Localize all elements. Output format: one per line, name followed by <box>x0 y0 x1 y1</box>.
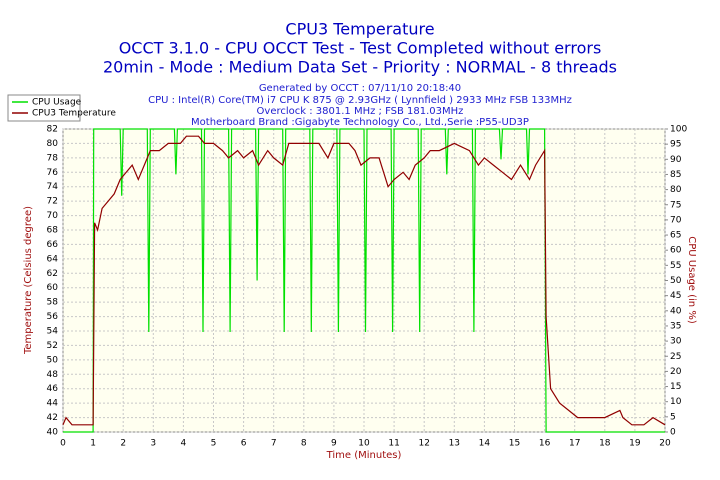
chart-title: CPU3 Temperature <box>285 20 434 39</box>
y-tick-label: 44 <box>47 399 59 409</box>
legend-label: CPU3 Temperature <box>32 109 116 119</box>
legend <box>7 94 81 122</box>
y-tick-label: 72 <box>47 197 58 207</box>
y2-tick-label: 95 <box>670 140 681 150</box>
x-tick-label: 10 <box>358 439 370 449</box>
x-tick-label: 2 <box>120 439 126 449</box>
y-tick-label: 58 <box>47 298 59 308</box>
x-tick-label: 15 <box>509 439 520 449</box>
x-tick-label: 14 <box>479 439 491 449</box>
y2-tick-label: 65 <box>670 231 681 241</box>
y-tick-label: 56 <box>47 312 59 322</box>
y2-tick-label: 45 <box>670 291 681 301</box>
y-tick-label: 40 <box>47 428 59 438</box>
x-tick-label: 0 <box>60 439 66 449</box>
y-tick-label: 46 <box>47 384 59 394</box>
y-tick-label: 64 <box>47 254 59 264</box>
y-tick-label: 42 <box>47 413 58 423</box>
x-tick-label: 7 <box>271 439 277 449</box>
y-tick-label: 62 <box>47 269 58 279</box>
y2-axis-label: CPU Usage (in %) <box>686 236 697 324</box>
y2-tick-label: 50 <box>670 276 682 286</box>
x-tick-label: 6 <box>241 439 247 449</box>
y-tick-label: 76 <box>47 168 59 178</box>
y-tick-label: 74 <box>47 182 59 192</box>
info: Overclock : 3801.1 MHz ; FSB 181.03MHz <box>257 106 464 117</box>
x-tick-label: 3 <box>150 439 156 449</box>
y-tick-label: 80 <box>47 139 59 149</box>
series-line <box>63 128 665 433</box>
y2-tick-label: 100 <box>670 125 687 135</box>
y-tick-label: 48 <box>47 370 59 380</box>
y2-tick-label: 20 <box>670 367 682 377</box>
x-tick-label: 16 <box>539 439 551 449</box>
y-tick-label: 52 <box>47 341 58 351</box>
y2-tick-label: 60 <box>670 246 682 256</box>
y2-tick-label: 30 <box>670 337 682 347</box>
y2-tick-label: 90 <box>670 155 682 165</box>
x-tick-label: 4 <box>181 439 187 449</box>
y2-tick-label: 70 <box>670 215 682 225</box>
x-tick-label: 5 <box>211 439 217 449</box>
info: CPU : Intel(R) Core(TM) i7 CPU K 875 @ 2… <box>148 95 572 106</box>
x-axis-label: Time (Minutes) <box>326 450 402 461</box>
y2-tick-label: 55 <box>670 261 681 271</box>
chart-title: OCCT 3.1.0 - CPU OCCT Test - Test Comple… <box>119 39 602 58</box>
y-tick-label: 66 <box>47 240 59 250</box>
x-tick-label: 11 <box>388 439 399 449</box>
x-tick-label: 9 <box>331 439 337 449</box>
y-tick-label: 50 <box>47 355 59 365</box>
info: Motherboard Brand :Gigabyte Technology C… <box>191 117 529 128</box>
x-tick-label: 8 <box>301 439 307 449</box>
x-tick-label: 17 <box>569 439 580 449</box>
y2-tick-label: 80 <box>670 185 682 195</box>
y-tick-label: 70 <box>47 211 59 221</box>
y-axis-label: Temperature (Celsius degree) <box>23 206 34 355</box>
y-tick-label: 78 <box>47 153 59 163</box>
y-tick-label: 60 <box>47 283 59 293</box>
y2-tick-label: 40 <box>670 306 682 316</box>
info: Generated by OCCT : 07/11/10 20:18:40 <box>259 83 461 94</box>
y2-tick-label: 5 <box>670 412 676 422</box>
y-tick-label: 82 <box>47 125 58 135</box>
y2-tick-label: 85 <box>670 170 681 180</box>
x-tick-label: 12 <box>418 439 429 449</box>
x-tick-label: 13 <box>449 439 460 449</box>
x-tick-label: 19 <box>629 439 641 449</box>
chart-title: 20min - Mode : Medium Data Set - Priorit… <box>103 58 617 77</box>
y2-tick-label: 35 <box>670 321 681 331</box>
x-tick-label: 20 <box>659 439 671 449</box>
legend-label: CPU Usage <box>32 98 82 108</box>
x-tick-label: 1 <box>90 439 96 449</box>
y2-tick-label: 10 <box>670 397 682 407</box>
y2-tick-label: 15 <box>670 382 681 392</box>
y-tick-label: 68 <box>47 226 59 236</box>
y2-tick-label: 0 <box>670 428 676 438</box>
y2-tick-label: 25 <box>670 352 681 362</box>
series-line <box>62 135 666 426</box>
x-tick-label: 18 <box>599 439 611 449</box>
y2-tick-label: 75 <box>670 200 681 210</box>
y-tick-label: 54 <box>47 327 59 337</box>
